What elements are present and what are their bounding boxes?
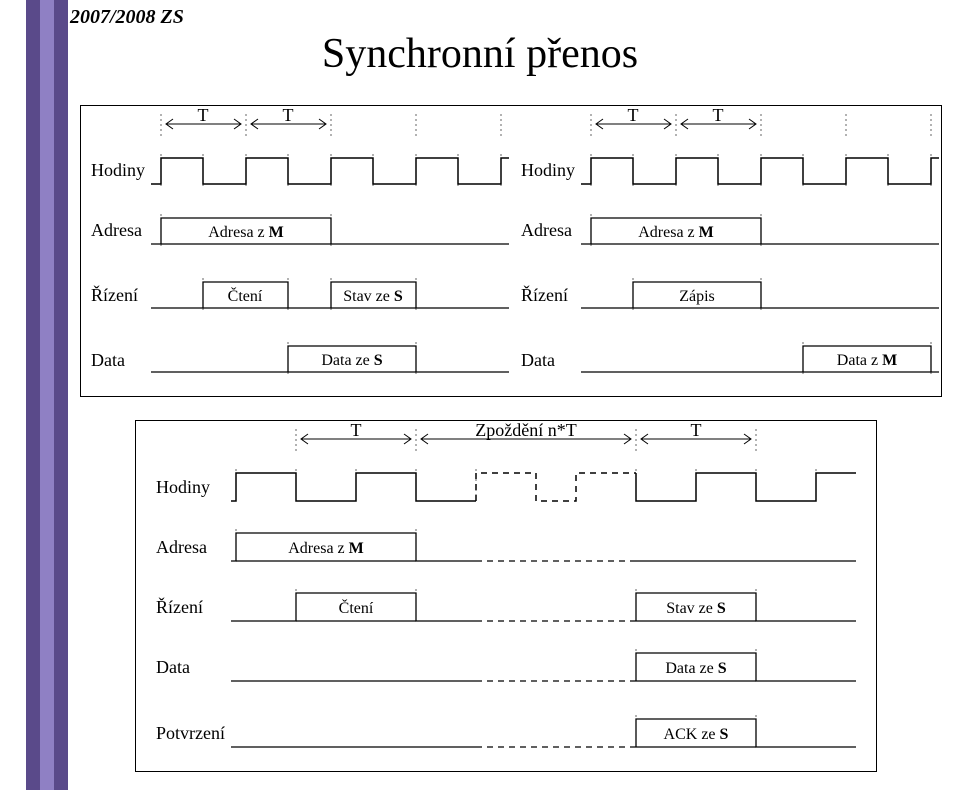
t-label: T [351, 421, 362, 440]
annot-adresa-z-m: Adresa z M [638, 224, 714, 241]
annot-adresa-z-m: Adresa z M [288, 540, 364, 557]
delay-label: Zpoždění n*T [475, 421, 576, 440]
stripe-3 [54, 0, 68, 790]
clock-waveform [151, 158, 509, 184]
page-root: 2007/2008 ZS Synchronní přenos [0, 0, 960, 790]
row-label-hodiny: Hodiny [91, 160, 145, 180]
stripe-1 [26, 0, 40, 790]
annot-ack-ze-s: ACK ze S [664, 726, 729, 743]
row-label-hodiny: Hodiny [156, 477, 210, 497]
row-label-data: Data [91, 350, 125, 370]
annot-cteni: Čtení [339, 598, 374, 617]
annot-stav-ze-s: Stav ze S [343, 288, 403, 305]
row-label-potvrzeni: Potvrzení [156, 723, 225, 743]
panel-bottom: T Zpoždění n*T T Hodiny [135, 420, 877, 772]
t-label: T [628, 106, 639, 125]
row-label-rizeni: Řízení [91, 284, 138, 305]
row-label-adresa: Adresa [91, 220, 142, 240]
panel-top: T T Hodiny Adresa [80, 105, 942, 397]
annot-data-ze-s: Data ze S [321, 352, 382, 369]
t-label: T [283, 106, 294, 125]
annot-data-ze-s: Data ze S [665, 660, 726, 677]
row-label-rizeni: Řízení [156, 596, 203, 617]
page-title: Synchronní přenos [0, 30, 960, 78]
row-label-adresa: Adresa [156, 537, 207, 557]
annot-stav-ze-s: Stav ze S [666, 600, 726, 617]
row-label-hodiny: Hodiny [521, 160, 575, 180]
row-label-adresa: Adresa [521, 220, 572, 240]
annot-data-z-m: Data z M [837, 352, 897, 369]
t-label: T [198, 106, 209, 125]
t-label: T [691, 421, 702, 440]
t-label: T [713, 106, 724, 125]
page-header: 2007/2008 ZS [70, 6, 184, 29]
row-label-rizeni: Řízení [521, 284, 568, 305]
annot-zapis: Zápis [679, 288, 715, 305]
row-label-data: Data [521, 350, 555, 370]
annot-cteni: Čtení [228, 286, 263, 305]
annot-adresa-z-m: Adresa z M [208, 224, 284, 241]
stripe-2 [40, 0, 54, 790]
row-label-data: Data [156, 657, 190, 677]
